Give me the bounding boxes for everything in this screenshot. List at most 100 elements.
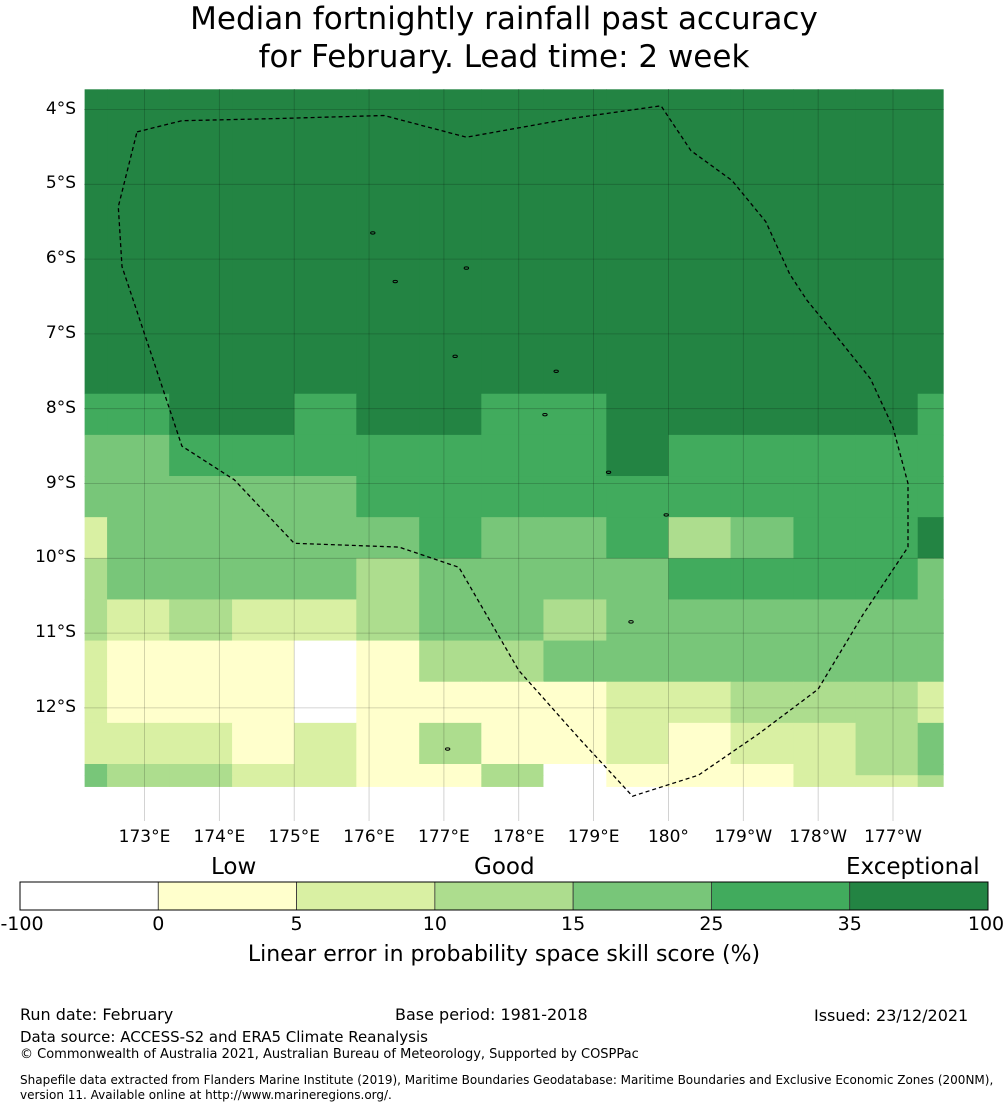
grid-cell [917,393,944,436]
grid-cell [606,476,669,518]
grid-cell [294,517,357,559]
grid-cell [481,476,544,518]
island [605,470,612,474]
grid-cell [294,640,357,683]
grid-cell [419,89,482,395]
grid-cell [169,599,233,642]
grid-cell [419,558,482,600]
colorbar [19,881,989,911]
island [444,747,451,751]
grid-cell [107,640,170,683]
grid-cell [793,775,857,787]
grid-cell [917,476,944,518]
grid-cell [232,599,295,642]
grid-cell [543,775,607,787]
grid-cell [543,434,607,477]
grid-cell [917,599,944,642]
grid-cell [419,775,482,787]
colorbar-tick: 10 [422,913,447,935]
grid-cell [481,599,544,642]
colorbar-label: Linear error in probability space skill … [247,942,761,967]
grid-cell [793,89,857,395]
grid-cell [232,681,295,724]
skill-grid [84,89,944,787]
grid-cell [606,517,669,559]
grid-cell [481,558,544,600]
grid-cell [481,681,544,724]
lon-label: 180° [647,827,689,847]
colorbar-frame [19,881,989,911]
grid-cell [419,434,482,477]
grid-cell [793,517,857,559]
colorbar-segment [434,881,574,911]
grid-cell [730,681,794,724]
grid-cell [232,558,295,600]
grid-cell [84,775,108,787]
colorbar-tick: 0 [152,913,165,935]
colorbar-segment [296,881,436,911]
grid-cell [356,775,420,787]
grid-cell [855,476,919,518]
eez-boundary [117,105,909,797]
grid-cell [419,517,482,559]
grid-cell [793,764,857,776]
grid-cell [356,476,420,518]
grid-cell [84,558,108,600]
grid-cell [606,640,669,683]
grid-cell [481,640,544,683]
lon-label: 177°E [418,827,470,847]
grid-cell [543,476,607,518]
grid-cell [668,640,732,683]
grid-cell [294,722,357,765]
grid-cell [419,681,482,724]
grid-cell [169,764,233,776]
grid-cell [294,476,357,518]
grid-cell [107,599,170,642]
grid-cell [84,764,108,776]
grid-cell [232,775,295,787]
grid-cell [730,558,794,600]
grid-cell [543,558,607,600]
grid-cell [84,393,108,436]
issued-date: Issued: 23/12/2021 [814,1006,969,1025]
colorbar-tick: 5 [290,913,303,935]
lon-label: 175°E [268,827,321,847]
grid-cell [543,89,607,395]
grid-cell [356,764,420,776]
colorbar-tick: 15 [561,913,586,935]
grid-cell [294,681,357,724]
grid-cell [84,640,108,683]
grid-cell [232,434,295,477]
grid-cell [668,681,732,724]
grid-cell [169,640,233,683]
lat-label: 10°S [35,547,76,568]
grid-cell [107,681,170,724]
grid-cell [84,599,108,642]
grid-cell [668,517,732,559]
grid-cell [606,434,669,477]
grid-cell [917,434,944,477]
grid-cell [84,722,108,765]
grid-cell [793,722,857,765]
island [628,620,634,624]
grid-cell [232,517,295,559]
grid-cell [356,434,420,477]
category-low: Low [211,854,257,880]
grid-cell [793,476,857,518]
grid-cell [84,89,108,395]
grid-cell [232,640,295,683]
grid-cell [107,517,170,559]
lon-label: 178°W [789,827,848,847]
grid-cell [481,517,544,559]
grid-cell [107,393,170,436]
grid-cell [84,681,108,724]
grid-cell [606,764,669,776]
grid-cell [606,89,669,395]
grid-cell [917,775,944,787]
grid-cell [419,599,482,642]
grid-cell [232,393,295,436]
grid-cell [169,434,233,477]
grid-cell [232,764,295,776]
lat-label: 12°S [35,696,76,717]
copyright: © Commonwealth of Australia 2021, Austra… [20,1047,639,1062]
